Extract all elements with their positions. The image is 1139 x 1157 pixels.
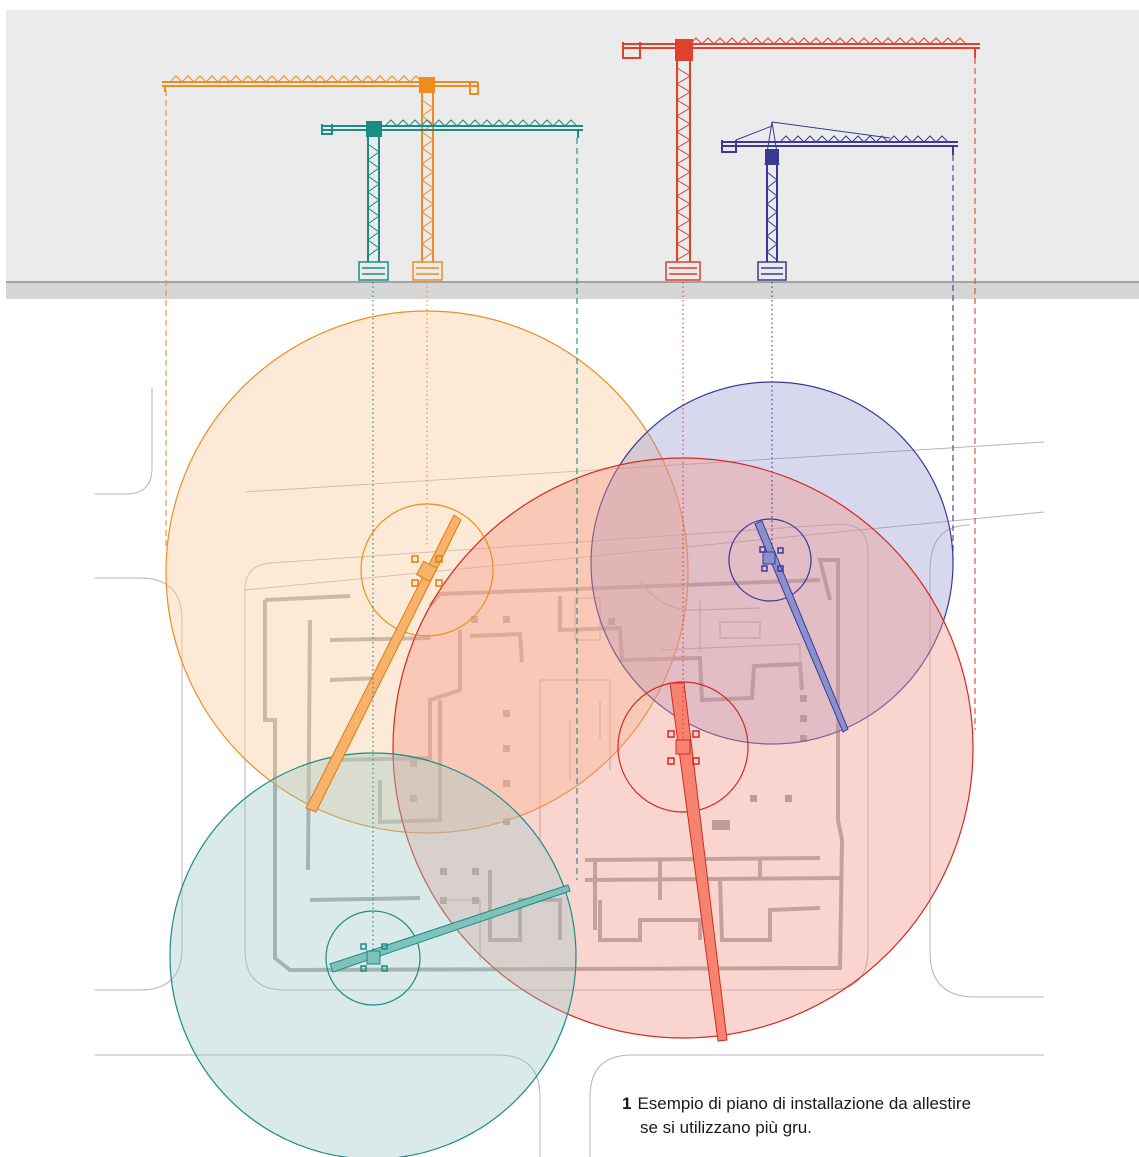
building-thin-lines (440, 579, 801, 960)
jib-teal-plan (329, 884, 571, 973)
crane-red-elevation (622, 37, 980, 281)
crane-ranges (165, 310, 974, 1157)
jib-red-plan (667, 682, 728, 1042)
elevation-background (6, 10, 1139, 282)
columns (410, 616, 807, 904)
jib-blue-plan (754, 520, 849, 733)
crane-blue-elevation (721, 121, 958, 281)
caption-line1: Esempio di piano di installazione da all… (637, 1094, 972, 1113)
jib-orange-plan (305, 514, 462, 813)
caption-number: 1 (622, 1094, 632, 1113)
site-plan-streets (95, 388, 1045, 1157)
caption-line2: se si utilizzano più gru. (640, 1118, 812, 1137)
figure-caption: 1 Esempio di piano di installazione da al… (622, 1092, 1042, 1140)
ground-band (6, 282, 1139, 299)
crane-teal-elevation (321, 119, 583, 281)
projection-lines (165, 58, 976, 950)
